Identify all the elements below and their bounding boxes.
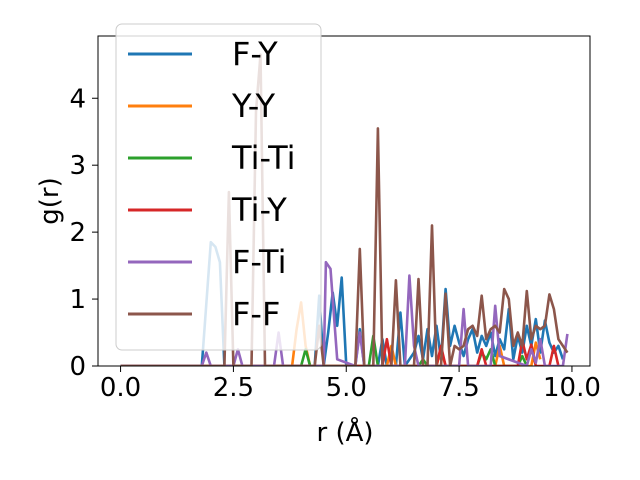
legend: F-Y Y-Y Ti-Ti Ti-Y F-Ti F-F — [115, 23, 322, 351]
y-tick-label: 2 — [69, 218, 86, 248]
y-axis-label: g(r) — [35, 177, 65, 224]
x-axis-label: r (Å) — [316, 416, 373, 448]
y-tick-label: 4 — [69, 84, 86, 114]
legend-label-ti-y: Ti-Y — [231, 191, 287, 229]
x-tick-label: 7.5 — [438, 373, 479, 403]
x-tick-label: 5.0 — [326, 373, 367, 403]
series-line-ti-ti — [120, 334, 528, 366]
x-tick-label: 10.0 — [543, 373, 601, 403]
series-line-f-ti — [120, 260, 569, 366]
legend-label-f-y: F-Y — [232, 35, 278, 73]
x-tick-label: 0.0 — [100, 373, 141, 403]
legend-label-f-ti: F-Ti — [232, 243, 286, 281]
axes-layer: 0.0 2.5 5.0 7.5 10.0 0 1 2 3 4 — [69, 35, 601, 403]
legend-label-y-y: Y-Y — [231, 87, 276, 125]
y-tick-label: 3 — [69, 151, 86, 181]
x-tick-label: 2.5 — [213, 373, 254, 403]
legend-box — [115, 23, 322, 351]
y-tick-label: 0 — [69, 352, 86, 382]
legend-label-ti-ti: Ti-Ti — [231, 139, 296, 177]
axes-frame — [97, 35, 591, 367]
legend-label-f-f: F-F — [232, 295, 280, 333]
y-tick-label: 1 — [69, 285, 86, 315]
